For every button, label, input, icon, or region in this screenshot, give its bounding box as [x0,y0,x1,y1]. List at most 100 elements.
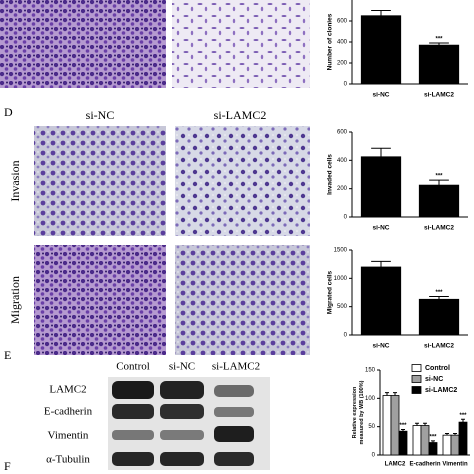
blot-band [160,430,204,440]
x-tick-label: si-NC [373,92,390,99]
panel-label: D [4,105,13,119]
blot-band [160,404,204,419]
bar [420,425,430,456]
micrograph [0,0,166,88]
y-tick-label: 0 [372,453,376,459]
blot-column-label: si-NC [169,361,195,373]
panel-label: F [4,459,11,473]
micrograph [175,126,310,236]
y-axis-label: Invaded cells [327,154,334,195]
bar [398,430,408,456]
error-bar [415,422,419,426]
micrograph [34,245,166,355]
error-bar [371,10,391,16]
legend-label: si-NC [425,376,443,383]
legend-label: Control [425,365,450,372]
column-label: si-NC [86,108,115,122]
x-tick-label: si-NC [373,343,390,350]
blot-band [214,452,254,466]
y-tick-label: 600 [337,19,348,25]
blot-column-label: Control [116,361,150,373]
micrographs [0,0,310,355]
bar [418,44,460,85]
blot-row-label: α-Tubulin [46,454,90,466]
blot-row-label: LAMC2 [49,384,86,396]
y-tick-label: 1000 [334,276,348,282]
significance: *** [399,423,407,429]
blot-band [112,430,154,440]
y-tick-label: 400 [337,158,348,164]
error-bar [371,147,391,157]
blot-column-label: si-LAMC2 [212,361,260,373]
micrograph [172,0,310,88]
western-blot [108,377,270,470]
row-label: Migration [8,276,22,324]
y-tick-label: 400 [337,40,348,46]
blot-band [214,426,254,442]
bar [382,395,392,456]
y-tick-label: 200 [337,61,348,67]
significance: *** [435,290,443,296]
bar [458,421,468,456]
bar [418,184,460,218]
bar [442,434,452,456]
bar [390,395,400,456]
bar [360,15,402,85]
legend-label: si-LAMC2 [425,387,457,394]
micrograph [34,126,166,236]
bar [412,425,422,456]
x-tick-label: LAMC2 [385,462,406,468]
legend-swatch [411,375,422,383]
y-tick-label: 0 [344,333,348,339]
x-tick-label: si-NC [373,225,390,232]
blot-band [160,381,204,399]
x-tick-label: E-cadherin [409,462,440,468]
significance: *** [459,413,467,419]
y-tick-label: 1500 [334,248,348,254]
y-axis-label: Migrated cells [327,270,334,314]
y-tick-label: 200 [337,186,348,192]
x-tick-label: si-LAMC2 [424,92,454,99]
y-axis-label: Relative expression [352,386,358,438]
y-axis-label: Number of clonies [327,13,334,70]
error-bar [429,179,449,186]
bar [450,434,460,456]
blot-band [160,452,204,466]
error-bar [453,432,457,436]
blot-band [214,385,254,397]
x-tick-label: si-LAMC2 [424,343,454,350]
y-axis-label: measured by WB (100%) [359,380,365,444]
error-bar [401,429,405,432]
bar [428,442,438,456]
blot-band [112,381,154,399]
blot-row-label: E-cadherin [44,406,93,418]
error-bar [393,392,397,396]
bar [360,266,402,336]
blot-band [112,404,154,419]
legend-swatch [411,364,422,372]
blot-band [214,407,254,417]
micrograph [175,245,310,355]
error-bar [385,392,389,396]
y-tick-label: 100 [365,396,376,402]
x-tick-label: si-LAMC2 [424,225,454,232]
error-bar [429,295,449,300]
y-tick-label: 0 [344,82,348,88]
bar [418,298,460,336]
x-tick-label: Vimentin [442,462,468,468]
legend-swatch [411,386,422,394]
significance: *** [435,174,443,180]
bar [360,156,402,218]
error-bar [461,418,465,423]
error-bar [423,422,427,426]
error-bar [445,432,449,436]
error-bar [371,260,391,267]
column-label: si-LAMC2 [214,108,267,122]
y-tick-label: 150 [365,368,376,374]
y-tick-label: 50 [368,424,375,430]
row-label: Invasion [8,160,22,201]
y-tick-label: 500 [337,304,348,310]
y-tick-label: 600 [337,130,348,136]
significance: *** [429,434,437,440]
